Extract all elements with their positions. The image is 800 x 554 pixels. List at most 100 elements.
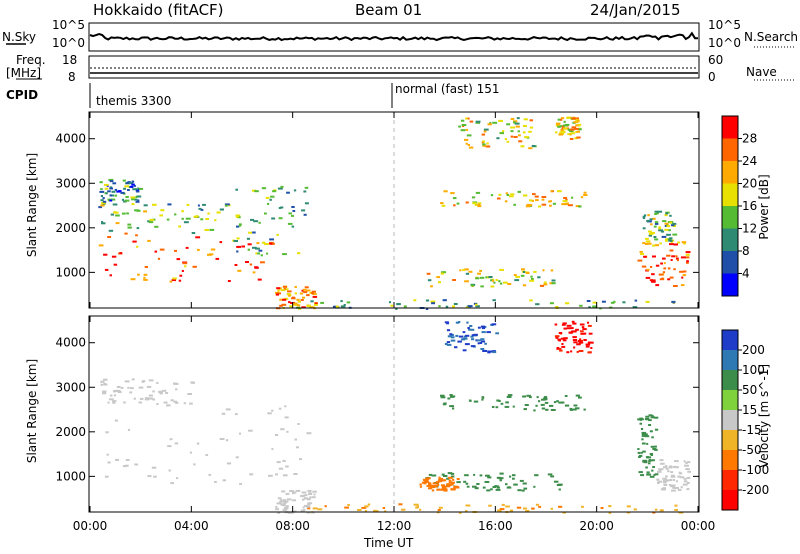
range-cell [156,382,159,384]
range-cell [665,240,668,242]
range-cell [306,289,311,292]
range-cell [528,147,533,150]
range-cell [221,412,226,415]
range-cell [637,418,642,421]
range-cell [681,276,684,279]
range-cell [449,333,453,336]
range-cell [102,378,108,381]
range-cell [433,484,437,487]
range-cell [475,339,478,342]
range-cell [113,263,118,266]
range-cell [564,302,570,305]
range-cell [480,285,484,288]
range-cell [549,404,554,407]
range-cell [181,270,184,272]
range-cell [183,221,189,224]
range-cell [109,274,112,277]
range-cell [677,488,682,491]
range-cell [477,202,482,205]
range-cell [247,243,252,246]
range-cell [506,396,512,398]
range-cell [660,462,665,465]
range-cell [649,475,655,478]
range-cell [299,458,302,461]
range-cell [174,249,177,252]
range-cell [288,294,291,297]
range-cell [455,321,460,324]
range-cell [413,299,417,302]
range-cell [143,273,148,276]
range-cell [293,473,298,475]
range-cell [645,240,651,243]
range-cell [152,203,157,206]
range-cell [496,486,500,489]
range-cell [526,272,530,274]
range-cell [442,299,447,302]
range-cell [558,339,561,342]
range-cell [608,511,612,514]
range-cell [465,117,469,120]
range-cell [152,390,155,393]
nsearch-tick-high: 10^5 [708,18,741,32]
range-cell [403,305,407,308]
range-cell [540,403,545,406]
range-cell [364,505,369,508]
range-cell [483,130,487,133]
range-cell [332,305,336,308]
nsearch-tick-low: 10^0 [708,36,741,50]
range-cell [673,243,678,246]
range-cell [468,399,472,402]
range-cell [450,475,455,478]
range-cell [428,483,431,486]
range-cell [583,191,587,194]
range-cell [176,477,179,480]
range-cell [465,201,469,204]
range-cell [586,300,591,302]
range-cell [669,237,673,240]
range-cell [590,341,594,344]
range-cell [303,504,308,507]
range-cell [111,190,116,193]
range-cell [509,475,512,478]
range-cell [166,218,170,221]
range-cell [670,241,673,244]
range-cell [126,212,129,215]
range-cell [304,202,309,205]
range-cell [484,342,487,345]
range-cell [571,196,574,199]
range-cell [685,468,690,471]
range-cell [504,200,508,203]
range-cell [498,119,503,122]
range-cell [663,267,667,270]
range-cell [510,135,514,138]
range-cell [189,451,192,454]
range-cell [170,482,174,485]
range-cell [533,409,536,412]
range-cell [576,343,581,346]
range-cell [225,408,231,411]
range-cell [184,265,187,268]
range-cell [583,339,587,341]
range-cell [475,305,480,308]
range-cell [361,506,367,509]
range-cell [119,252,123,255]
range-cell [278,217,283,220]
range-cell [580,196,584,199]
range-cell [112,203,118,206]
range-cell [425,299,430,302]
range-cell [261,241,266,244]
range-cell [104,192,107,195]
range-cell [264,243,269,245]
range-cell [477,326,481,329]
range-cell [302,509,306,512]
range-cell [282,298,287,301]
range-cell [654,213,658,215]
range-cell [664,222,669,225]
range-cell [113,394,116,397]
range-cell [104,187,109,190]
range-cell [214,481,217,483]
range-cell [301,491,307,494]
range-cell [258,221,261,224]
freq-unit-label: [MHz] [6,66,42,80]
range-cell [477,342,480,345]
